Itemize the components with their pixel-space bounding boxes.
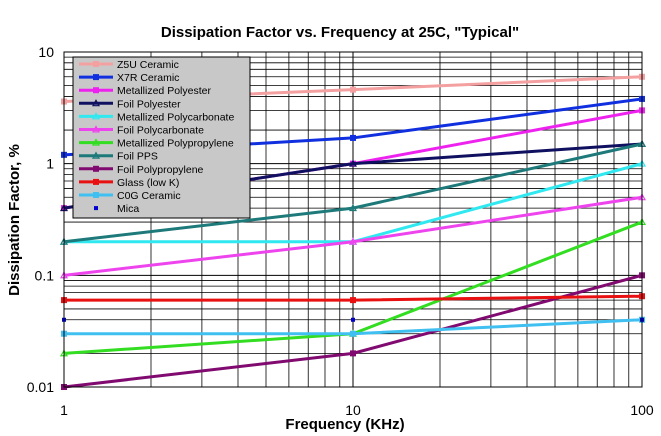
legend-box <box>72 56 251 219</box>
legend-swatch-marker <box>93 87 99 94</box>
legend-swatch-marker <box>91 151 101 159</box>
series-line-foil-pps <box>63 142 643 244</box>
legend-swatch-marker <box>93 74 99 81</box>
series-layer <box>59 73 647 390</box>
legend-item-foil-polycarbonate: Foil Polycarbonate <box>79 125 204 137</box>
legend-label: Mica <box>117 203 139 215</box>
y-axis-tick-labels: 0.01 0.1 1 10 <box>27 44 54 395</box>
legend-swatch-marker <box>94 206 98 211</box>
legend-label: Foil Polycarbonate <box>117 125 204 137</box>
legend-item-metallized-polycarbonate: Metallized Polycarbonate <box>79 111 234 123</box>
legend-label: X7R Ceramic <box>117 72 179 84</box>
legend-swatch-marker <box>91 125 101 133</box>
legend-item-z5u-ceramic: Z5U Ceramic <box>79 59 179 71</box>
legend-swatch-marker <box>93 61 99 67</box>
legend-label: Foil Polypropylene <box>117 164 204 176</box>
legend-item-x7r-ceramic: X7R Ceramic <box>79 72 179 84</box>
legend-label: Foil PPS <box>117 151 158 163</box>
legend-item-foil-polypropylene: Foil Polypropylene <box>79 164 204 176</box>
y-axis-title: Dissipation Factor, % <box>6 144 23 296</box>
x-axis-tick-labels: 1 10 100 <box>60 402 654 418</box>
data-point-foil-pps <box>348 203 358 212</box>
data-point-x7r-ceramic <box>350 134 356 141</box>
x-tick-label: 10 <box>345 402 361 418</box>
legend-swatch-marker <box>93 192 99 198</box>
x-axis-title: Frequency (KHz) <box>285 416 404 433</box>
data-point-z5u-ceramic <box>350 86 356 93</box>
legend-label: Foil Polyester <box>117 98 181 110</box>
legend-item-metallized-polypropylene: Metallized Polypropylene <box>79 138 234 150</box>
data-point-mica <box>351 317 355 322</box>
data-point-glass-low-k <box>350 297 356 304</box>
legend-label: Metallized Polyester <box>117 85 211 97</box>
x-tick-label: 1 <box>60 402 68 418</box>
legend-label: Metallized Polypropylene <box>117 138 234 150</box>
legend-item-metallized-polyester: Metallized Polyester <box>79 85 211 97</box>
data-point-foil-polycarbonate <box>348 237 358 245</box>
y-tick-label: 0.01 <box>27 379 54 395</box>
legend-swatch-marker <box>93 165 99 172</box>
legend-item-mica: Mica <box>94 203 139 215</box>
series-line-foil-polycarbonate <box>63 195 643 277</box>
legend-swatch-marker <box>93 178 99 185</box>
legend-swatch-marker <box>91 112 101 120</box>
legend-item-c0g-ceramic: C0G Ceramic <box>79 190 181 202</box>
chart-title: Dissipation Factor vs. Frequency at 25C,… <box>161 24 519 41</box>
y-tick-label: 1 <box>46 156 54 172</box>
legend-item-foil-pps: Foil PPS <box>79 151 158 163</box>
legend-label: Glass (low K) <box>117 177 179 189</box>
legend-item-foil-polyester: Foil Polyester <box>79 98 181 110</box>
data-point-foil-polypropylene <box>350 350 356 357</box>
legend-label: Metallized Polycarbonate <box>117 111 234 123</box>
x-tick-label: 100 <box>630 402 654 418</box>
y-tick-label: 10 <box>38 44 54 60</box>
data-point-foil-polyester <box>348 159 358 167</box>
data-point-c0g-ceramic <box>350 330 356 337</box>
plot-border <box>63 51 643 388</box>
y-tick-label: 0.1 <box>35 267 55 283</box>
legend-label: Z5U Ceramic <box>117 59 179 71</box>
legend-label: C0G Ceramic <box>117 190 181 202</box>
legend-swatch-marker <box>91 99 101 107</box>
legend-item-glass-low-k: Glass (low K) <box>79 177 179 189</box>
legend-swatch-marker <box>91 138 101 146</box>
